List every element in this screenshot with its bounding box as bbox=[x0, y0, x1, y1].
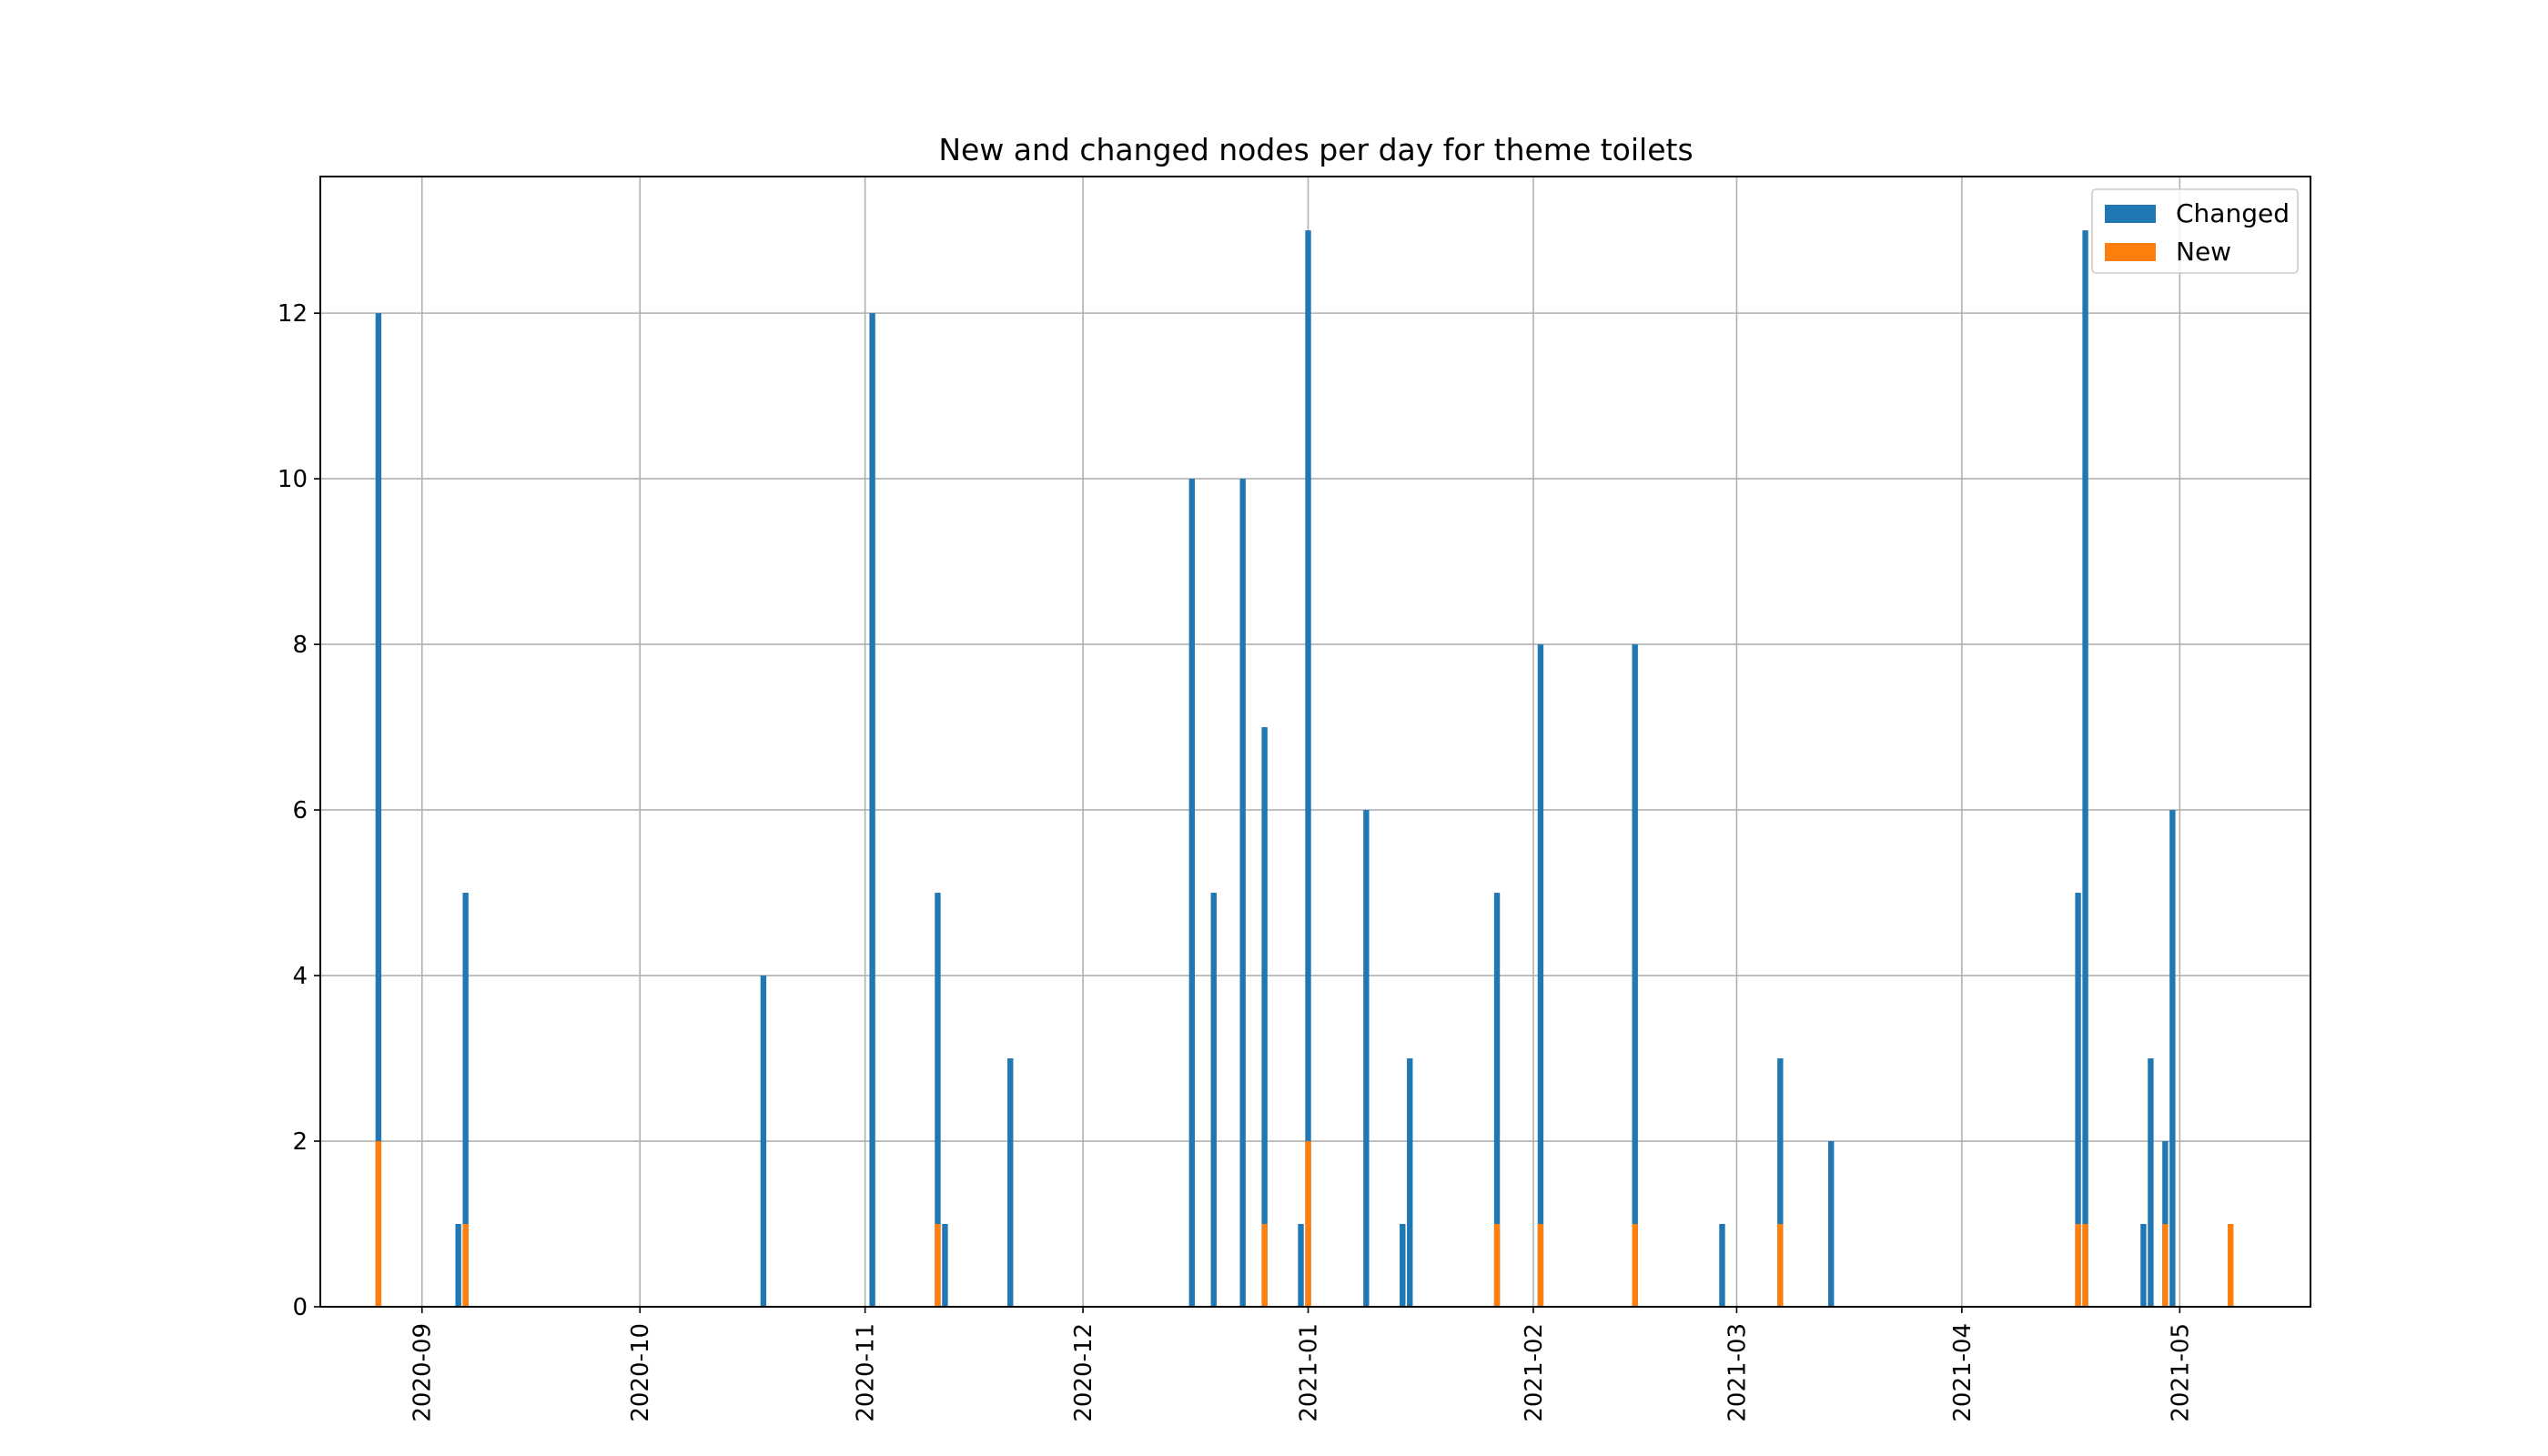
bar-changed bbox=[1210, 893, 1217, 1307]
x-tick-label: 2020-09 bbox=[410, 1323, 437, 1422]
bar-changed bbox=[760, 976, 767, 1307]
x-tick-label: 2021-02 bbox=[1521, 1323, 1548, 1422]
bar-changed bbox=[869, 313, 875, 1308]
bar-new bbox=[1305, 1141, 1311, 1307]
y-tick-label: 4 bbox=[292, 963, 308, 990]
x-tick-label: 2020-12 bbox=[1070, 1323, 1097, 1422]
bars bbox=[375, 230, 2234, 1308]
y-tick-label: 2 bbox=[292, 1128, 308, 1156]
legend: Changed New bbox=[2091, 188, 2299, 274]
bar-new bbox=[2228, 1224, 2234, 1307]
bar-new bbox=[935, 1224, 941, 1307]
bar-new bbox=[375, 1141, 382, 1307]
bar-new bbox=[1632, 1224, 1638, 1307]
plot-frame bbox=[319, 176, 2311, 1308]
bar-changed bbox=[2075, 893, 2081, 1307]
y-tick-label: 12 bbox=[278, 300, 308, 328]
bar-changed bbox=[2082, 230, 2088, 1308]
x-tick-label: 2021-01 bbox=[1296, 1323, 1323, 1422]
legend-swatch-new bbox=[2105, 243, 2156, 261]
bar-changed bbox=[1777, 1058, 1784, 1307]
chart-title: New and changed nodes per day for theme … bbox=[938, 132, 1693, 167]
bar-changed bbox=[1261, 727, 1268, 1307]
bar-changed bbox=[1719, 1224, 1725, 1307]
bar-changed bbox=[1537, 644, 1544, 1307]
x-tick-label: 2020-11 bbox=[853, 1323, 880, 1422]
bar-changed bbox=[1239, 479, 1246, 1307]
bar-new bbox=[1537, 1224, 1544, 1307]
y-tick-label: 6 bbox=[292, 797, 308, 824]
y-tick-label: 10 bbox=[278, 466, 308, 493]
bar-new bbox=[2075, 1224, 2081, 1307]
bar-changed bbox=[1305, 230, 1311, 1308]
x-tick-label: 2021-03 bbox=[1724, 1323, 1751, 1422]
x-tick-label: 2020-10 bbox=[627, 1323, 654, 1422]
bar-changed bbox=[455, 1224, 461, 1307]
legend-swatch-changed bbox=[2105, 205, 2156, 223]
bar-changed bbox=[1400, 1224, 1406, 1307]
bar-changed bbox=[2169, 810, 2176, 1307]
bar-changed bbox=[1632, 644, 1638, 1307]
bar-changed bbox=[1828, 1141, 1835, 1307]
x-tick-label: 2021-04 bbox=[1949, 1323, 1977, 1422]
bar-changed bbox=[2148, 1058, 2154, 1307]
x-tick-label: 2021-05 bbox=[2167, 1323, 2194, 1422]
y-tick-label: 0 bbox=[292, 1294, 308, 1321]
bar-changed bbox=[1407, 1058, 1413, 1307]
bar-new bbox=[1493, 1224, 1501, 1307]
legend-label-new: New bbox=[2176, 237, 2231, 267]
bar-changed bbox=[1188, 479, 1196, 1307]
bar-changed bbox=[1298, 1224, 1304, 1307]
grid-lines bbox=[320, 177, 2310, 1308]
bar-new bbox=[462, 1224, 469, 1307]
y-tick-label: 8 bbox=[292, 632, 308, 659]
bar-changed bbox=[1363, 810, 1370, 1307]
bar-new bbox=[1777, 1224, 1784, 1307]
bar-new bbox=[2082, 1224, 2088, 1307]
bar-changed bbox=[1493, 893, 1501, 1307]
bar-new bbox=[2162, 1224, 2169, 1307]
bar-changed bbox=[942, 1224, 948, 1307]
bar-changed bbox=[375, 313, 382, 1308]
bar-changed bbox=[935, 893, 941, 1307]
bar-changed bbox=[462, 893, 469, 1307]
legend-label-changed: Changed bbox=[2176, 198, 2290, 228]
bar-changed bbox=[1007, 1058, 1014, 1307]
axis-ticks: 0 2 4 6 8 10 12 2020-09 2020-10 2020-11 2020-12 202… bbox=[278, 300, 2194, 1422]
bar-changed bbox=[2140, 1224, 2147, 1307]
bar-new bbox=[1261, 1224, 1268, 1307]
